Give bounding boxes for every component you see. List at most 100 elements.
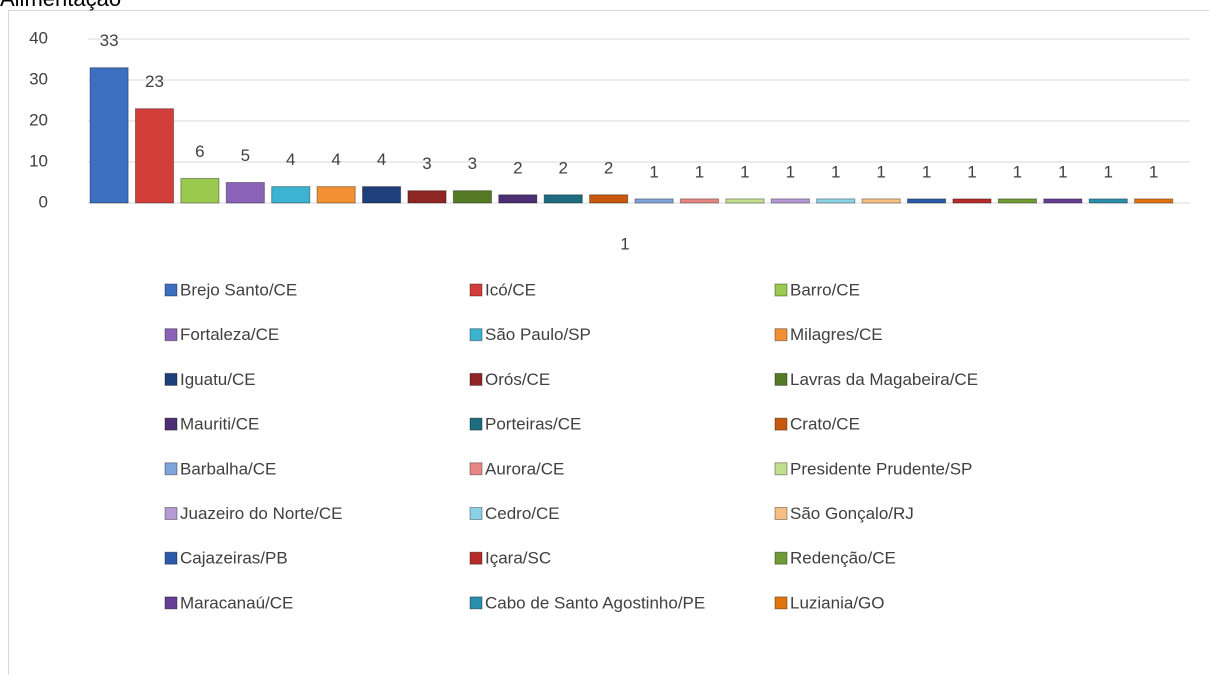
legend-label: Cajazeiras/PB xyxy=(180,549,288,568)
data-label: 33 xyxy=(100,31,119,50)
legend-label: Iguatu/CE xyxy=(180,370,256,389)
legend-swatch xyxy=(165,552,177,564)
legend-label: Presidente Prudente/SP xyxy=(790,459,972,478)
legend-label: Lavras da Magabeira/CE xyxy=(790,370,978,389)
chart-title: Alimentação xyxy=(0,0,121,11)
y-tick-label: 20 xyxy=(29,110,48,129)
y-tick-label: 30 xyxy=(29,69,48,88)
data-label: 1 xyxy=(1104,162,1113,181)
legend-swatch xyxy=(165,463,177,475)
legend-swatch xyxy=(470,552,482,564)
bar xyxy=(317,187,355,203)
bar xyxy=(726,199,764,203)
bar xyxy=(908,199,946,203)
legend-label: Crato/CE xyxy=(790,415,860,434)
legend-swatch xyxy=(775,329,787,341)
data-label: 4 xyxy=(331,150,340,169)
y-tick-label: 0 xyxy=(39,192,48,211)
legend-swatch xyxy=(165,373,177,385)
bar xyxy=(499,195,537,203)
bar xyxy=(1044,199,1082,203)
data-label: 4 xyxy=(286,150,295,169)
legend-label: Cedro/CE xyxy=(485,504,560,523)
bar xyxy=(453,191,491,203)
legend-label: Mauriti/CE xyxy=(180,415,259,434)
data-label: 5 xyxy=(241,146,250,165)
legend-label: São Gonçalo/RJ xyxy=(790,504,914,523)
legend-label: Fortaleza/CE xyxy=(180,325,279,344)
data-label: 23 xyxy=(145,72,164,91)
legend-swatch xyxy=(470,597,482,609)
bar xyxy=(135,109,173,203)
data-label: 1 xyxy=(922,162,931,181)
data-label: 2 xyxy=(513,158,522,177)
bar xyxy=(771,199,809,203)
legend-swatch xyxy=(775,552,787,564)
legend-label: Redenção/CE xyxy=(790,549,896,568)
bar xyxy=(998,199,1036,203)
legend-swatch xyxy=(470,284,482,296)
bar xyxy=(1089,199,1127,203)
legend-label: Brejo Santo/CE xyxy=(180,280,297,299)
legend-label: Milagres/CE xyxy=(790,325,883,344)
legend-swatch xyxy=(165,329,177,341)
bar xyxy=(680,199,718,203)
bar xyxy=(181,178,219,203)
legend-swatch xyxy=(470,508,482,520)
data-label: 1 xyxy=(695,162,704,181)
legend-label: Icó/CE xyxy=(485,280,536,299)
data-label: 1 xyxy=(1149,162,1158,181)
bar xyxy=(635,199,673,203)
legend-swatch xyxy=(470,329,482,341)
bar xyxy=(363,187,401,203)
legend-label: Juazeiro do Norte/CE xyxy=(180,504,343,523)
bar xyxy=(544,195,582,203)
legend-label: Orós/CE xyxy=(485,370,550,389)
y-tick-label: 10 xyxy=(29,151,48,170)
legend-label: Porteiras/CE xyxy=(485,415,581,434)
data-label: 1 xyxy=(967,162,976,181)
bar xyxy=(862,199,900,203)
legend-swatch xyxy=(470,418,482,430)
legend-swatch xyxy=(165,597,177,609)
legend-swatch xyxy=(775,418,787,430)
legend-swatch xyxy=(165,508,177,520)
legend-swatch xyxy=(775,508,787,520)
bar xyxy=(226,183,264,204)
legend-swatch xyxy=(165,418,177,430)
legend-swatch xyxy=(775,373,787,385)
legend-label: Aurora/CE xyxy=(485,459,564,478)
bar xyxy=(408,191,446,203)
legend-label: Luziania/GO xyxy=(790,593,885,612)
bar xyxy=(1135,199,1173,203)
legend-swatch xyxy=(165,284,177,296)
bar xyxy=(90,68,128,203)
bar xyxy=(272,187,310,203)
legend-swatch xyxy=(470,373,482,385)
bar xyxy=(953,199,991,203)
legend-swatch xyxy=(775,284,787,296)
data-label: 1 xyxy=(740,162,749,181)
legend-swatch xyxy=(775,463,787,475)
legend-label: Içara/SC xyxy=(485,549,551,568)
data-label: 2 xyxy=(559,158,568,177)
legend-swatch xyxy=(470,463,482,475)
data-label: 3 xyxy=(468,154,477,173)
data-label: 6 xyxy=(195,142,204,161)
data-label: 1 xyxy=(1013,162,1022,181)
bar xyxy=(817,199,855,203)
data-label: 1 xyxy=(786,162,795,181)
data-label: 1 xyxy=(1058,162,1067,181)
data-label: 4 xyxy=(377,150,386,169)
legend-label: Barro/CE xyxy=(790,280,860,299)
y-tick-label: 40 xyxy=(29,28,48,47)
x-tick-label: 1 xyxy=(620,234,629,253)
data-label: 2 xyxy=(604,158,613,177)
legend-label: São Paulo/SP xyxy=(485,325,591,344)
bar xyxy=(590,195,628,203)
data-label: 1 xyxy=(876,162,885,181)
legend-label: Maracanaú/CE xyxy=(180,593,293,612)
legend-label: Barbalha/CE xyxy=(180,459,276,478)
data-label: 3 xyxy=(422,154,431,173)
